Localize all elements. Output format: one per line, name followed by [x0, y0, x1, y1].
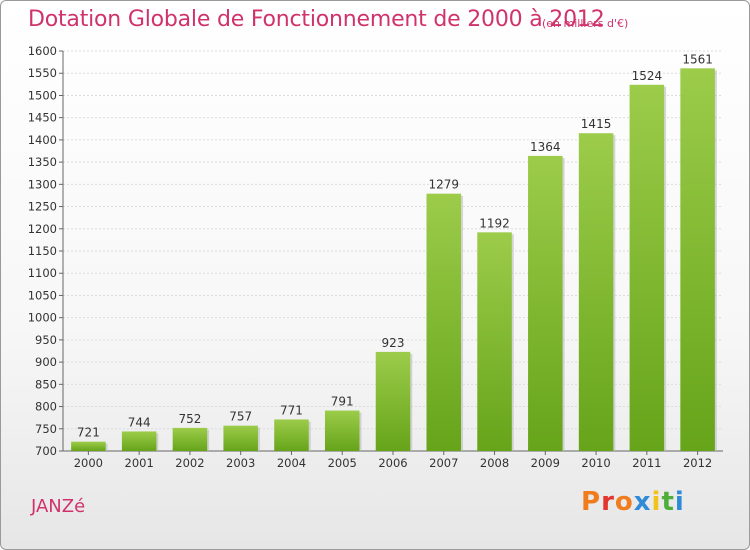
chart-unit: (en milliers d'€) [542, 17, 629, 30]
bar [375, 351, 411, 451]
x-tick-label: 2002 [175, 456, 204, 470]
bar [426, 193, 462, 451]
logo-letter: r [601, 487, 615, 517]
data-label: 1364 [530, 140, 561, 154]
data-label: 1524 [632, 69, 663, 83]
x-tick-label: 2005 [328, 456, 357, 470]
x-tick-label: 2012 [683, 456, 712, 470]
bar [121, 431, 157, 451]
data-label: 1561 [682, 52, 713, 66]
y-tick-label: 900 [35, 355, 57, 369]
bar [578, 133, 614, 451]
bar [274, 419, 309, 451]
x-tick-label: 2004 [277, 456, 306, 470]
data-label: 923 [382, 336, 405, 350]
bar [324, 410, 360, 451]
data-label: 757 [229, 410, 252, 424]
y-tick-label: 1300 [28, 177, 57, 191]
x-tick-label: 2003 [226, 456, 255, 470]
data-label: 771 [280, 403, 303, 417]
bar [629, 84, 665, 452]
x-tick-label: 2011 [632, 456, 661, 470]
y-tick-label: 1600 [28, 44, 57, 58]
x-tick-label: 2009 [531, 456, 560, 470]
y-tick-label: 700 [35, 444, 57, 458]
y-tick-label: 1200 [28, 222, 57, 236]
data-label: 721 [77, 426, 100, 440]
logo-letter: i [651, 487, 662, 517]
y-tick-label: 1100 [28, 266, 57, 280]
bar [680, 68, 715, 451]
data-label: 1279 [428, 178, 459, 192]
data-label: 752 [178, 412, 201, 426]
logo-letter: P [581, 487, 602, 517]
x-tick-label: 2001 [125, 456, 154, 470]
y-tick-label: 1550 [28, 66, 57, 80]
y-tick-label: 750 [35, 422, 57, 436]
logo-letter: i [674, 487, 685, 517]
y-tick-label: 1250 [28, 200, 57, 214]
y-tick-label: 800 [35, 400, 57, 414]
bar [172, 427, 208, 451]
data-label: 1192 [479, 216, 510, 230]
x-tick-label: 2010 [581, 456, 610, 470]
bar-layer [71, 68, 717, 452]
y-tick-label: 1000 [28, 311, 57, 325]
bar [71, 441, 106, 451]
y-tick-label: 1400 [28, 133, 57, 147]
bar [223, 425, 258, 451]
y-tick-label: 1050 [28, 288, 57, 302]
x-tick-label: 2007 [429, 456, 458, 470]
label-layer: 721 744 752 757 771 791 923 1279 1192 1364 1415 152… [77, 52, 713, 439]
x-tick-label: 2008 [480, 456, 509, 470]
data-label: 1415 [581, 117, 612, 131]
logo-letter: t [661, 487, 675, 517]
x-tick-label: 2000 [74, 456, 103, 470]
chart-title: Dotation Globale de Fonctionnement de 20… [28, 7, 605, 32]
y-tick-label: 1450 [28, 111, 57, 125]
axis-layer: 700 750 800 850 900 950 1000 1050 1100 1150 1200 12… [28, 44, 723, 470]
y-tick-label: 850 [35, 377, 57, 391]
logo-letter: o [614, 487, 634, 517]
proxiti-logo[interactable]: Proxiti [581, 487, 685, 517]
bar [477, 232, 512, 451]
y-tick-label: 1500 [28, 88, 57, 102]
commune-name: JANZé [31, 496, 86, 517]
data-label: 791 [331, 395, 354, 409]
y-tick-label: 1150 [28, 244, 57, 258]
bar [528, 155, 563, 451]
logo-letter: x [633, 487, 652, 517]
x-tick-label: 2006 [378, 456, 407, 470]
y-tick-label: 950 [35, 333, 57, 347]
y-tick-label: 1350 [28, 155, 57, 169]
data-label: 744 [128, 415, 151, 429]
